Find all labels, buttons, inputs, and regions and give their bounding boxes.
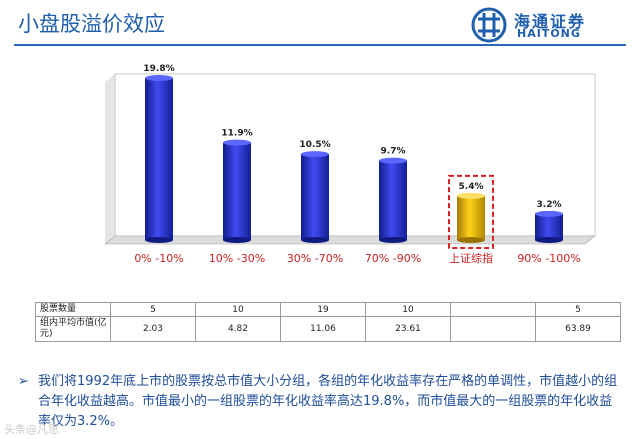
value-label-4: 5.4%: [459, 182, 484, 192]
watermark: 头条@凡思: [4, 423, 59, 436]
table-cell: 5: [110, 302, 196, 317]
table-cell: 10: [195, 302, 281, 317]
bar-5: [535, 210, 563, 243]
bar-1: [223, 139, 251, 243]
logo-text-en: HAITONG: [517, 27, 581, 40]
haitong-logo-icon: [471, 7, 507, 43]
table-row-avg-market-value: 组内平均市值(亿元) 2.03 4.82 11.06 23.61 63.89: [35, 316, 621, 342]
summary-text: 我们将1992年底上市的股票按总市值大小分组，各组的年化收益率存在严格的单调性，…: [38, 374, 618, 429]
table-cell: [450, 302, 536, 317]
table-cell: [450, 316, 536, 342]
logo-text-cn: 海通证券: [514, 12, 587, 31]
summary-bullet: ➢ 我们将1992年底上市的股票按总市值大小分组，各组的年化收益率存在严格的单调…: [18, 372, 624, 432]
category-label-4: 上证综指: [449, 251, 493, 265]
table-cell: 63.89: [535, 316, 621, 342]
haitong-logo: 海通证券 HAITONG: [470, 6, 604, 44]
category-label-1: 10% -30%: [209, 252, 265, 265]
category-label-3: 70% -90%: [365, 252, 421, 265]
table-cell: 4.82: [195, 316, 281, 342]
table-cell: 2.03: [110, 316, 196, 342]
chart-floor: [104, 235, 596, 245]
bar-2: [301, 151, 329, 243]
table-cell: 5: [535, 302, 621, 317]
value-label-1: 11.9%: [221, 129, 252, 139]
table-cell: 19: [280, 302, 366, 317]
title-divider: [14, 44, 626, 46]
bar-0: [145, 75, 173, 243]
bullet-arrow-icon: ➢: [18, 374, 29, 389]
table-row-stock-count: 股票数量 5 10 19 10 5: [35, 302, 621, 317]
table-cell: 10: [365, 302, 451, 317]
chart-plot-area: [114, 73, 596, 237]
category-label-0: 0% -10%: [134, 252, 183, 265]
value-label-0: 19.8%: [143, 64, 174, 74]
table-cell: 11.06: [280, 316, 366, 342]
value-label-5: 3.2%: [537, 200, 562, 210]
bar-4: [448, 174, 494, 249]
value-label-2: 10.5%: [299, 140, 330, 150]
page-title: 小盘股溢价效应: [18, 12, 165, 36]
category-label-5: 90% -100%: [517, 252, 580, 265]
bar-chart: 19.8% 0% -10% 11.9% 10% -30% 10.5% 30% -70% 9.…: [104, 64, 596, 265]
highlight-box: [448, 174, 494, 249]
table-cell: 23.61: [365, 316, 451, 342]
stats-table: 股票数量 5 10 19 10 5 组内平均市值(亿元) 2.03 4.82 1…: [35, 302, 621, 342]
chart-back-wall: [105, 74, 115, 244]
row-header: 股票数量: [35, 302, 111, 317]
bar-3: [379, 157, 407, 243]
value-label-3: 9.7%: [381, 147, 406, 157]
category-label-2: 30% -70%: [287, 252, 343, 265]
row-header: 组内平均市值(亿元): [35, 316, 111, 342]
